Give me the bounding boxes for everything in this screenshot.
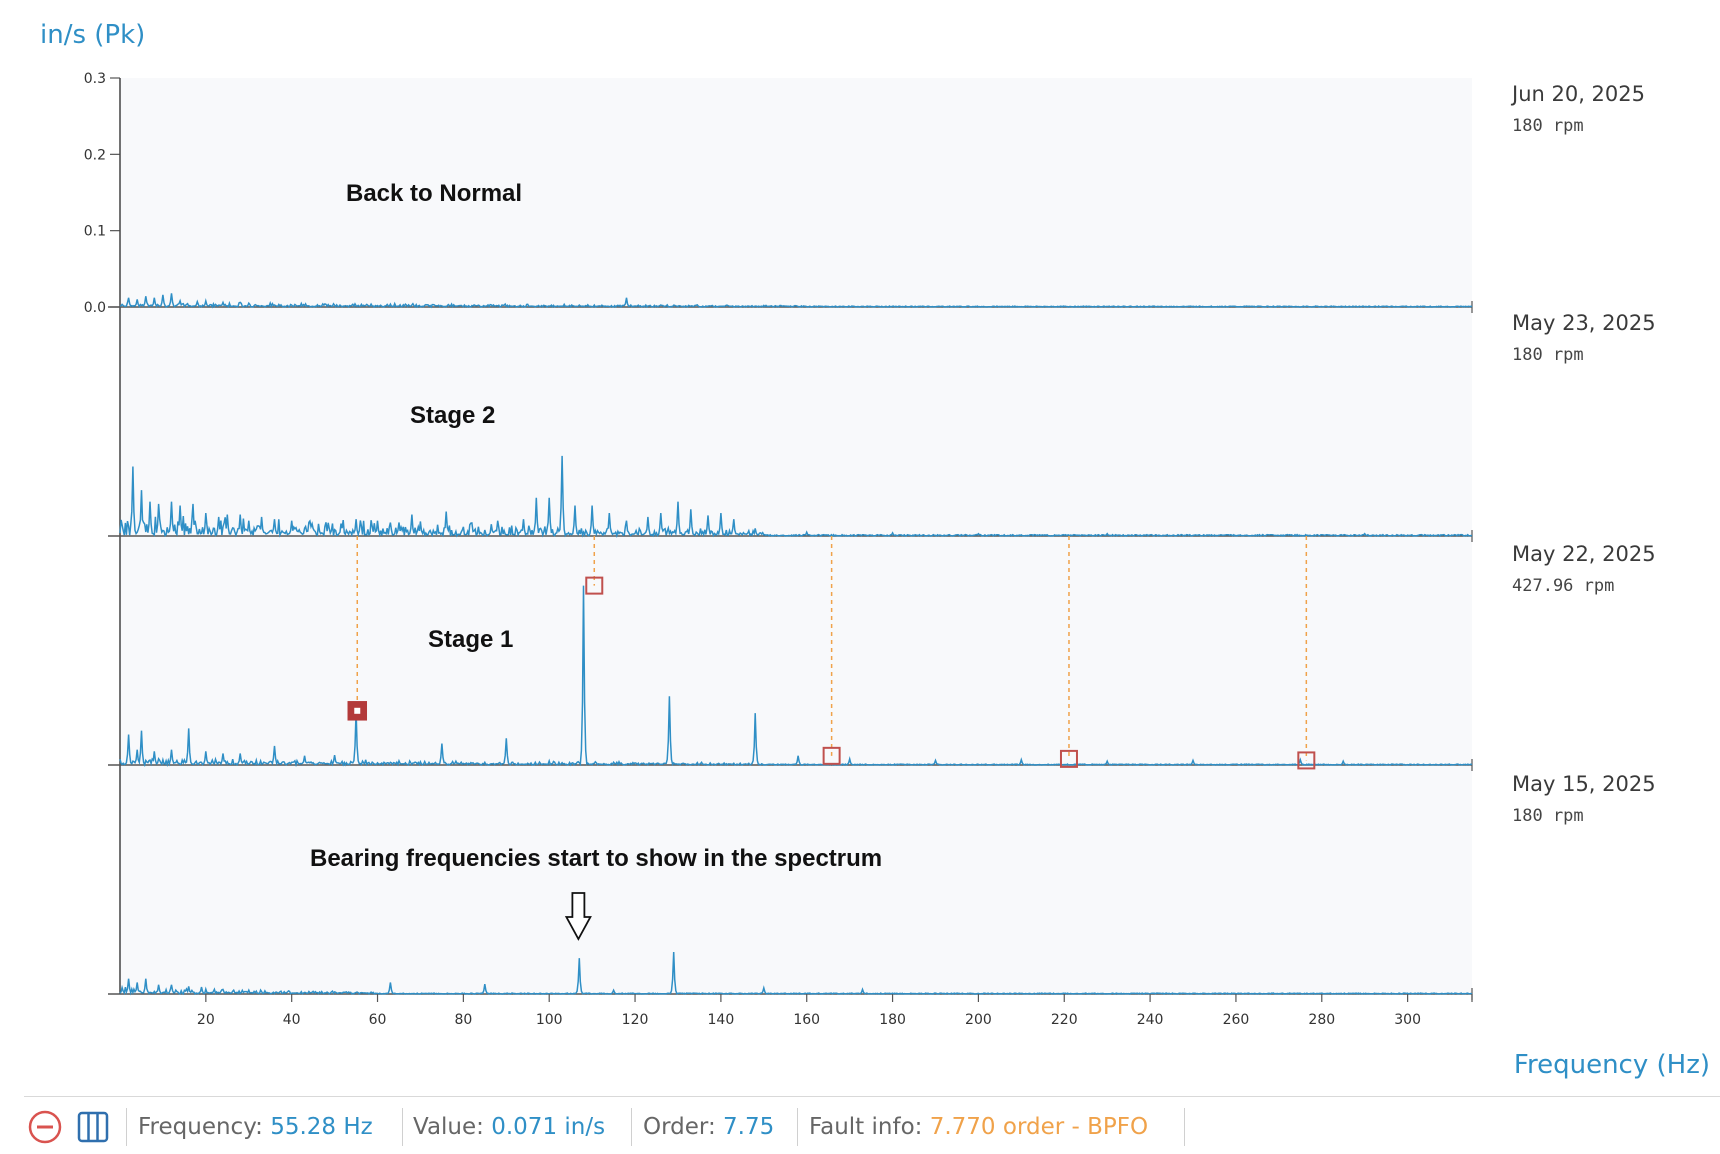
x-tick-label: 300 (1394, 1012, 1421, 1028)
panel-rpm: 427.96 rpm (1512, 576, 1615, 596)
x-tick-label: 160 (793, 1012, 820, 1028)
x-tick-label: 200 (965, 1012, 992, 1028)
order-readout: Order: 7.75 (643, 1114, 774, 1140)
panel-annotation: Stage 1 (428, 626, 514, 653)
separator (126, 1108, 127, 1146)
panel-annotation: Bearing frequencies start to show in the… (310, 845, 883, 872)
x-tick-label: 280 (1308, 1012, 1335, 1028)
y-tick-label: 0.1 (84, 224, 106, 240)
panel-date: May 15, 2025 (1512, 772, 1656, 796)
x-tick-label: 100 (536, 1012, 563, 1028)
x-tick-label: 140 (708, 1012, 735, 1028)
fault-info-label: Fault info: (809, 1114, 923, 1140)
panel-rpm: 180 rpm (1512, 345, 1584, 365)
fault-info-type: BPFO (1087, 1114, 1149, 1140)
cursor-status-bar: Frequency: 55.28 Hz Value: 0.071 in/s Or… (0, 1100, 1720, 1154)
y-tick-label: 0.3 (84, 71, 106, 87)
separator (797, 1108, 798, 1146)
separator (402, 1108, 403, 1146)
fault-marker (585, 576, 604, 595)
panel-rpm: 180 rpm (1512, 806, 1584, 826)
spectrum-series (119, 951, 1473, 996)
panel-date: Jun 20, 2025 (1512, 82, 1646, 106)
panel-annotation: Back to Normal (346, 180, 523, 207)
order-label: Order: (643, 1114, 716, 1140)
y-axis-label: in/s (Pk) (40, 20, 146, 50)
panel-date: May 22, 2025 (1512, 542, 1656, 566)
y-tick-label: 0.0 (84, 300, 106, 316)
value-readout: Value: 0.071 in/s (413, 1114, 605, 1140)
status-divider (24, 1096, 1720, 1097)
separator (1184, 1108, 1185, 1146)
frequency-value: 55.28 Hz (270, 1114, 373, 1140)
spectrum-series (119, 293, 1473, 309)
fault-marker-dot (354, 707, 361, 714)
value-value: 0.071 in/s (491, 1114, 606, 1140)
down-arrow-icon (564, 892, 592, 941)
frequency-readout: Frequency: 55.28 Hz (138, 1114, 373, 1140)
separator (631, 1108, 632, 1146)
x-tick-label: 40 (283, 1012, 301, 1028)
order-value: 7.75 (723, 1114, 775, 1140)
columns-icon[interactable] (76, 1110, 110, 1144)
fault-info-value: 7.770 order (929, 1114, 1065, 1140)
x-tick-label: 60 (369, 1012, 387, 1028)
x-tick-label: 260 (1223, 1012, 1250, 1028)
y-tick-label: 0.2 (84, 147, 106, 163)
panel-date: May 23, 2025 (1512, 311, 1656, 335)
frequency-label: Frequency: (138, 1114, 263, 1140)
remove-cursor-icon[interactable] (28, 1110, 62, 1144)
fault-marker (1059, 749, 1078, 768)
x-tick-label: 180 (879, 1012, 906, 1028)
x-tick-label: 240 (1137, 1012, 1164, 1028)
fault-info-readout: Fault info: 7.770 order - BPFO (809, 1114, 1148, 1140)
panel-rpm: 180 rpm (1512, 116, 1584, 136)
value-label: Value: (413, 1114, 484, 1140)
fault-info-separator: - (1064, 1114, 1088, 1140)
x-tick-label: 220 (1051, 1012, 1078, 1028)
fault-marker (822, 746, 841, 765)
x-tick-label: 120 (622, 1012, 649, 1028)
x-tick-label: 20 (197, 1012, 215, 1028)
x-axis-label: Frequency (Hz) (1513, 1050, 1710, 1080)
x-tick-label: 80 (454, 1012, 472, 1028)
spectrum-series (119, 585, 1473, 768)
spectrum-series (119, 455, 1473, 539)
fault-marker (1297, 751, 1316, 770)
panel-annotation: Stage 2 (410, 402, 496, 429)
